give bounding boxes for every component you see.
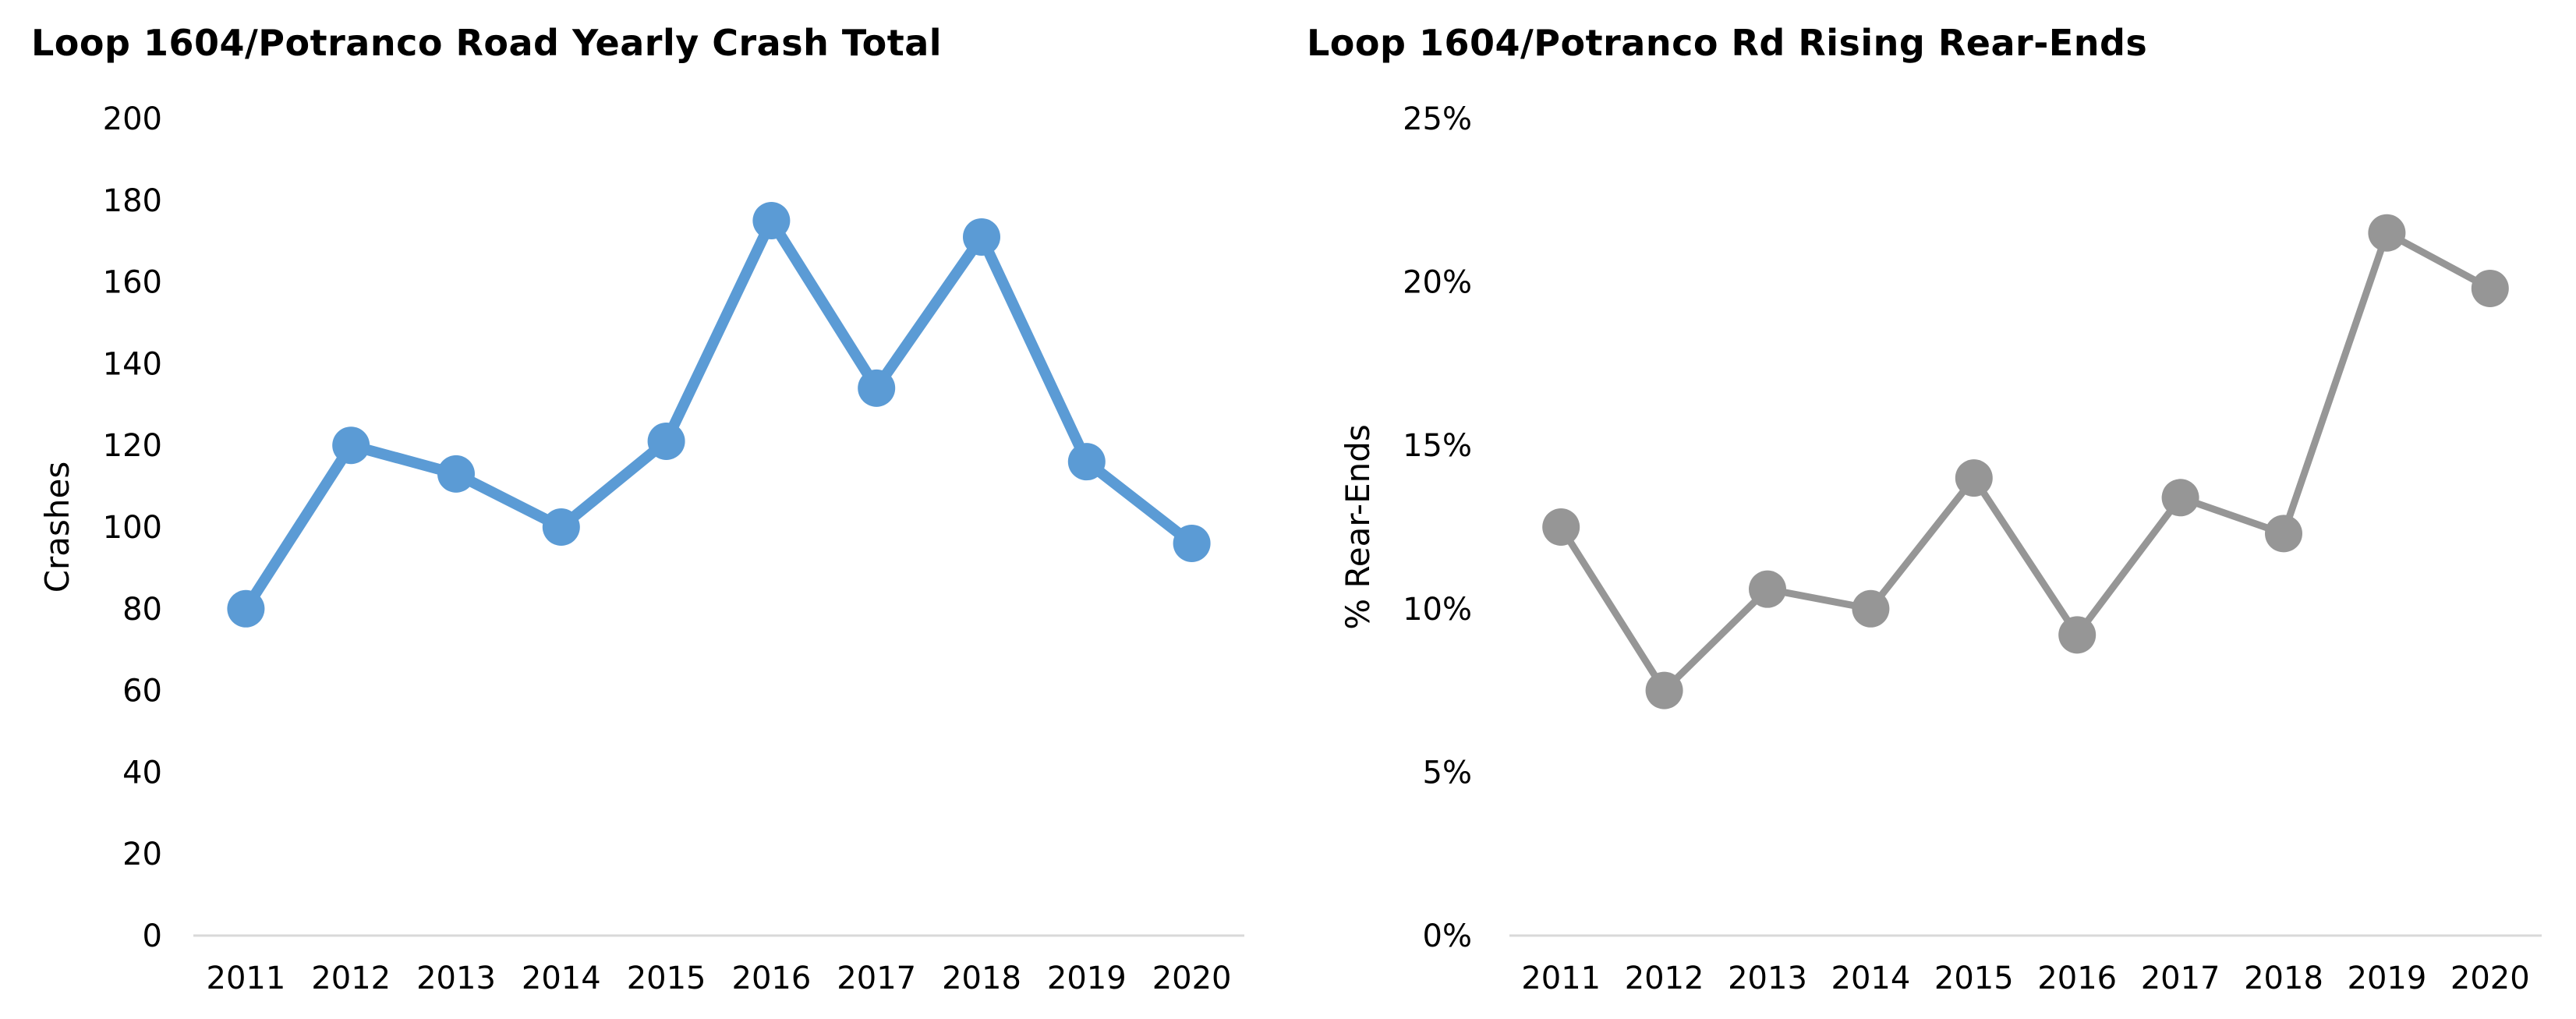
y-tick-label: 100 bbox=[103, 510, 162, 546]
y-tick-label: 15% bbox=[1403, 428, 1472, 464]
y-tick-label: 10% bbox=[1403, 592, 1472, 628]
series-line bbox=[1557, 229, 2494, 695]
chart-title: Loop 1604/Potranco Rd Rising Rear-Ends bbox=[1307, 22, 2148, 64]
x-tick-label: 2016 bbox=[2037, 961, 2117, 996]
series-line bbox=[240, 215, 1198, 614]
data-point bbox=[2368, 214, 2406, 252]
y-tick-label: 60 bbox=[122, 674, 162, 709]
y-tick-label: 140 bbox=[103, 346, 162, 382]
x-tick-label: 2015 bbox=[627, 961, 706, 996]
data-point bbox=[542, 508, 580, 546]
data-point bbox=[2471, 269, 2509, 307]
y-tick-label: 20% bbox=[1403, 265, 1472, 301]
data-point bbox=[2058, 616, 2097, 654]
x-tick-label: 2013 bbox=[416, 961, 496, 996]
data-point bbox=[1067, 443, 1106, 481]
y-tick-label: 200 bbox=[103, 101, 162, 137]
y-tick-label: 20 bbox=[122, 837, 162, 872]
x-tick-label: 2018 bbox=[942, 961, 1021, 996]
data-point bbox=[858, 369, 896, 407]
data-point bbox=[1852, 589, 1890, 628]
x-tick-label: 2011 bbox=[1521, 961, 1601, 996]
crash-total-chart: Loop 1604/Potranco Road Yearly Crash Tot… bbox=[31, 22, 1244, 996]
x-tick-label: 2019 bbox=[1047, 961, 1127, 996]
x-tick-label: 2011 bbox=[207, 961, 286, 996]
y-tick-label: 80 bbox=[122, 592, 162, 628]
chart-title: Loop 1604/Potranco Road Yearly Crash Tot… bbox=[31, 22, 943, 64]
x-tick-label: 2012 bbox=[311, 961, 391, 996]
data-point bbox=[437, 455, 475, 493]
data-point bbox=[752, 202, 791, 239]
y-tick-label: 0% bbox=[1423, 918, 1472, 954]
y-tick-label: 40 bbox=[122, 755, 162, 791]
data-point bbox=[332, 426, 370, 465]
y-tick-label: 25% bbox=[1403, 101, 1472, 137]
x-tick-label: 2018 bbox=[2244, 961, 2323, 996]
x-tick-label: 2013 bbox=[1728, 961, 1807, 996]
data-point bbox=[2265, 515, 2302, 553]
data-point bbox=[1955, 459, 1993, 497]
x-tick-label: 2017 bbox=[837, 961, 916, 996]
rear-ends-chart: Loop 1604/Potranco Rd Rising Rear-Ends 0… bbox=[1288, 0, 2576, 1019]
x-tick-label: 2017 bbox=[2141, 961, 2220, 996]
x-tick-label: 2012 bbox=[1625, 961, 1704, 996]
y-tick-label: 5% bbox=[1423, 755, 1472, 791]
x-tick-label: 2020 bbox=[2450, 961, 2530, 996]
y-tick-label: 120 bbox=[103, 428, 162, 464]
data-point bbox=[2161, 479, 2199, 517]
rear-ends-plot: 0% 5% 10% 15% 20% 25% 2011 2012 2013 2014 2015 2016… bbox=[1339, 101, 2542, 996]
y-tick-label: 160 bbox=[103, 265, 162, 301]
x-tick-label: 2016 bbox=[732, 961, 812, 996]
data-point bbox=[1645, 671, 1683, 709]
y-tick-label: 0 bbox=[143, 918, 162, 954]
y-tick-label: 180 bbox=[103, 183, 162, 219]
x-tick-label: 2014 bbox=[522, 961, 601, 996]
y-axis-title: Crashes bbox=[38, 462, 76, 593]
y-axis-title: % Rear-Ends bbox=[1339, 424, 1377, 630]
data-point bbox=[227, 589, 265, 628]
data-point bbox=[963, 218, 1000, 256]
x-tick-label: 2020 bbox=[1152, 961, 1232, 996]
crash-total-plot: 0 20 40 60 80 100 120 140 160 180 200 2011 2012 2013 2… bbox=[38, 101, 1244, 996]
data-point bbox=[647, 422, 685, 460]
x-tick-label: 2019 bbox=[2348, 961, 2427, 996]
data-point bbox=[1542, 508, 1580, 546]
data-point bbox=[1749, 570, 1786, 608]
data-point bbox=[1173, 524, 1211, 562]
x-tick-label: 2014 bbox=[1831, 961, 1911, 996]
x-tick-label: 2015 bbox=[1934, 961, 2014, 996]
